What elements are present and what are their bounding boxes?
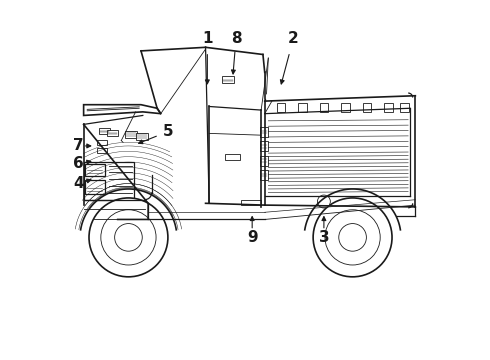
Bar: [260, 156, 268, 166]
Bar: [221, 76, 234, 83]
Bar: [260, 170, 268, 180]
Text: 9: 9: [247, 230, 257, 245]
Bar: [84, 162, 134, 200]
Polygon shape: [84, 105, 161, 116]
Bar: [341, 103, 350, 112]
Bar: [298, 103, 307, 112]
Bar: [319, 103, 328, 112]
Circle shape: [89, 198, 168, 277]
Bar: [85, 164, 105, 176]
Bar: [97, 140, 107, 145]
Text: 2: 2: [288, 31, 299, 46]
Bar: [125, 131, 137, 138]
Circle shape: [313, 198, 392, 277]
Bar: [276, 103, 285, 112]
Circle shape: [318, 195, 330, 208]
Text: 8: 8: [231, 31, 242, 46]
Bar: [97, 148, 107, 153]
Bar: [225, 154, 240, 160]
Text: 6: 6: [73, 156, 84, 171]
Text: 5: 5: [163, 124, 173, 139]
Bar: [136, 133, 148, 140]
Bar: [260, 141, 268, 151]
Bar: [400, 103, 409, 112]
Bar: [107, 130, 119, 136]
Text: 3: 3: [318, 230, 329, 245]
Bar: [384, 103, 393, 112]
Bar: [98, 128, 110, 134]
Bar: [242, 200, 261, 205]
Text: 1: 1: [202, 31, 213, 46]
Bar: [363, 103, 371, 112]
Bar: [260, 127, 268, 137]
Text: 4: 4: [73, 176, 84, 191]
Bar: [85, 180, 105, 194]
Text: 7: 7: [73, 139, 84, 153]
